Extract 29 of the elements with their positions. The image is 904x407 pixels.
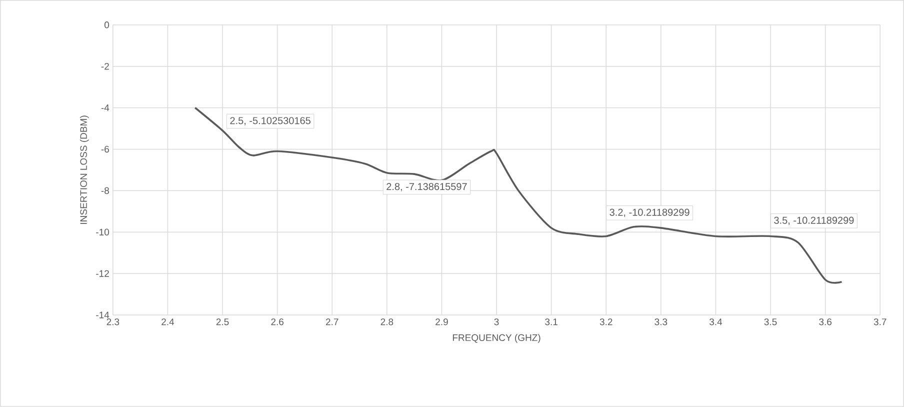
y-axis-title: INSERTION LOSS (DBM): [80, 116, 89, 224]
x-tick-label: 3.4: [709, 318, 722, 326]
x-tick-label: 2.4: [162, 318, 174, 326]
y-tick-label: -12: [96, 270, 109, 277]
y-tick-label: -6: [101, 146, 109, 153]
y-tick-label: -2: [101, 63, 109, 70]
x-tick-label: 3.3: [654, 318, 668, 326]
x-tick-label: 3.2: [600, 318, 612, 326]
x-tick-label: 2.5: [216, 318, 229, 326]
y-tick-label: -10: [96, 228, 110, 236]
x-tick-label: 3: [494, 318, 499, 326]
y-tick-label: 0: [104, 22, 110, 28]
x-axis-title: FREQUENCY (GHZ): [452, 334, 540, 343]
y-tick-label: -8: [101, 187, 109, 194]
annotation: 3.2, -10.21189299: [610, 208, 690, 218]
y-tick-label: -14: [96, 312, 110, 318]
x-tick-label: 2.9: [436, 318, 448, 326]
x-tick-label: 3.1: [545, 318, 558, 326]
x-tick-label: 3.6: [819, 318, 832, 326]
annotation: 3.5, -10.21189299: [774, 216, 854, 226]
annotation: 2.8, -7.138615597: [386, 183, 467, 192]
x-tick-label: 3.7: [874, 318, 886, 326]
x-tick-label: 2.8: [380, 318, 394, 326]
y-tick-label: -4: [101, 104, 110, 112]
x-tick-label: 2.6: [271, 318, 284, 326]
annotation: 2.5, -5.102530165: [230, 117, 310, 126]
x-tick-label: 2.3: [106, 318, 120, 326]
x-tick-label: 3.5: [764, 318, 777, 326]
x-tick-label: 2.7: [326, 318, 338, 326]
